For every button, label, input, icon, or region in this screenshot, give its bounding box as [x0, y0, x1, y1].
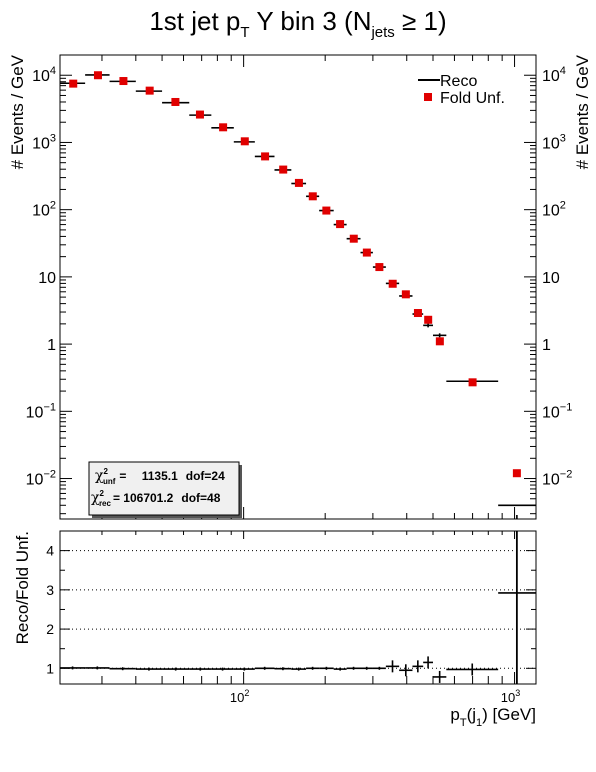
fold-unf-point	[413, 309, 422, 318]
fold-unf-point	[69, 79, 78, 88]
top-y-tick-label-left: 1	[47, 337, 56, 354]
top-y-tick-label-right: 1	[542, 337, 551, 354]
fold-unf-point	[401, 290, 410, 299]
ratio-point	[360, 666, 373, 670]
top-axes: 104 104 103 103 102 102 10 10 1 1 10−1 10−1 10−2 10−2	[26, 54, 572, 519]
top-y-tick-label-left: 10−2	[26, 469, 56, 489]
fold-unf-point	[219, 123, 228, 132]
reco-point	[423, 323, 433, 328]
bottom-y-tick-label: 1	[46, 660, 54, 676]
fold-unf-point	[171, 97, 180, 106]
fold-unf-point	[362, 248, 371, 257]
stats-rec-line: χ2 rec = 106701.2 dof=48	[91, 489, 221, 508]
top-y-tick-label-left: 10−1	[26, 401, 56, 421]
ratio-point	[233, 667, 255, 671]
fold-unf-point	[308, 192, 317, 201]
bottom-y-tick-label: 4	[46, 543, 54, 559]
top-y-tick-label-right: 102	[542, 200, 566, 220]
legend-fold-unf-label: Fold Unf.	[440, 90, 505, 107]
ratio-point	[372, 666, 386, 670]
x-tick-label: 102	[230, 688, 249, 705]
ratio-point	[399, 664, 413, 677]
ratio-point	[432, 670, 447, 683]
ratio-point	[306, 666, 320, 670]
stats-box: χ2 unf = 1135.1 dof=24 χ2 rec = 106701.2 dof=4…	[88, 461, 242, 518]
ratio-point	[346, 666, 361, 670]
fold-unf-point	[336, 220, 345, 229]
fold-unf-point	[512, 469, 521, 478]
top-y-tick-label-right: 103	[542, 132, 566, 152]
fold-unf-point	[375, 263, 384, 272]
top-y-tick-label-left: 102	[32, 200, 56, 220]
reco-series	[60, 72, 536, 519]
fold-unf-point	[424, 315, 433, 324]
fold-unf-point	[261, 152, 270, 161]
fold-unf-point	[240, 137, 249, 146]
x-axis-label: pT(j1) [GeV]	[450, 705, 536, 729]
top-y-tick-label-right: 10	[542, 270, 560, 287]
top-y-axis-label-right: # Events / GeV	[573, 54, 592, 169]
ratio-point	[446, 663, 499, 676]
ratio-point	[385, 660, 400, 673]
fold-unf-point	[119, 77, 128, 86]
legend-reco-label: Reco	[440, 73, 477, 90]
fold-unf-series	[69, 71, 521, 478]
ratio-point	[498, 531, 536, 684]
legend-entry-reco: Reco	[418, 73, 477, 90]
fold-unf-point	[435, 337, 444, 346]
legend: Reco Fold Unf.	[418, 73, 505, 107]
top-y-axis-label-left: # Events / GeV	[8, 54, 27, 169]
top-y-tick-label-right: 104	[542, 65, 566, 85]
ratio-point	[412, 660, 424, 673]
fold-unf-point	[93, 71, 102, 80]
bottom-y-tick-label: 3	[46, 582, 54, 598]
ratio-series	[60, 531, 536, 684]
top-panel-frame	[59, 54, 537, 520]
fold-unf-point	[279, 165, 288, 174]
ratio-point	[423, 656, 433, 669]
ratio-point	[254, 666, 275, 670]
fold-unf-point	[322, 206, 331, 215]
bottom-y-tick-label: 2	[46, 621, 54, 637]
bottom-axes: 102 103 1 2 3 4	[46, 531, 536, 705]
fold-unf-point	[388, 279, 397, 288]
top-y-tick-label-right: 10−2	[542, 469, 572, 489]
ratio-point	[85, 666, 110, 670]
fold-unf-point	[195, 110, 204, 119]
top-y-tick-label-left: 10	[38, 270, 56, 287]
reco-point	[432, 333, 447, 338]
ratio-point	[162, 667, 190, 671]
fold-unf-point	[145, 86, 154, 95]
ratio-point	[333, 667, 347, 671]
legend-entry-fold-unf: Fold Unf.	[424, 90, 505, 107]
fold-unf-point	[349, 234, 358, 243]
x-tick-label: 103	[501, 688, 520, 705]
reco-point	[498, 504, 536, 519]
stats-box-panel	[88, 461, 240, 516]
ratio-point	[211, 667, 234, 671]
top-y-tick-label-right: 10−1	[542, 401, 572, 421]
top-y-tick-label-left: 103	[32, 132, 56, 152]
bottom-y-axis-label: Reco/Fold Unf.	[13, 531, 32, 644]
ratio-point	[274, 667, 292, 671]
bottom-panel-frame	[59, 530, 537, 685]
ratio-point	[109, 667, 136, 671]
stats-unf-line: χ2 unf = 1135.1 dof=24	[95, 467, 225, 486]
ratio-point	[291, 667, 307, 671]
ratio-grid	[60, 550, 536, 669]
fold-unf-point	[468, 378, 477, 387]
top-y-tick-label-left: 104	[32, 65, 56, 85]
ratio-point	[189, 667, 212, 671]
chart-title: 1st jet pT Y bin 3 (Njets ≥ 1)	[149, 6, 446, 41]
fold-unf-point	[294, 178, 303, 187]
ratio-point	[319, 666, 334, 670]
ratio-point	[135, 667, 163, 671]
legend-fold-unf-marker	[424, 93, 432, 101]
ratio-point	[60, 666, 86, 670]
